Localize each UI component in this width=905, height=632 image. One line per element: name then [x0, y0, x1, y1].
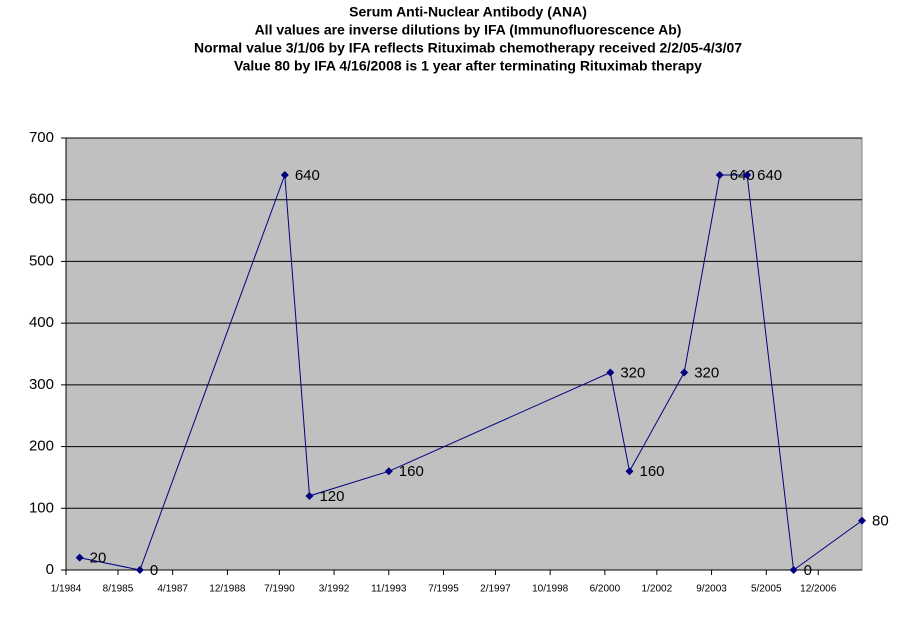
y-tick-label: 700: [29, 129, 54, 146]
x-tick-label: 12/1988: [209, 584, 246, 595]
chart-title: Serum Anti-Nuclear Antibody (ANA): [349, 4, 587, 20]
data-label: 0: [804, 562, 812, 579]
x-tick-label: 4/1987: [157, 584, 188, 595]
chart-title: All values are inverse dilutions by IFA …: [255, 22, 682, 38]
y-tick-label: 300: [29, 376, 54, 393]
y-tick-label: 500: [29, 252, 54, 269]
data-label: 80: [872, 513, 889, 530]
y-tick-label: 600: [29, 191, 54, 208]
data-label: 640: [757, 167, 782, 184]
x-tick-label: 7/1995: [428, 584, 459, 595]
plot-area: [65, 137, 863, 571]
data-label: 120: [319, 488, 344, 505]
data-point: [384, 467, 393, 476]
x-tick-label: 6/2000: [590, 584, 621, 595]
data-label: 160: [399, 463, 424, 480]
data-line: [79, 174, 863, 571]
x-tick-label: 1/1984: [51, 584, 82, 595]
data-point: [743, 171, 752, 180]
data-label: 320: [694, 364, 719, 381]
data-point: [280, 171, 289, 180]
data-label: 0: [150, 562, 158, 579]
data-point: [715, 171, 724, 180]
data-label: 160: [639, 463, 664, 480]
y-tick-label: 400: [29, 314, 54, 331]
x-tick-label: 5/2005: [751, 584, 782, 595]
x-tick-label: 7/1990: [264, 584, 295, 595]
data-point: [789, 566, 798, 574]
y-tick-label: 200: [29, 438, 54, 455]
y-tick-label: 100: [29, 499, 54, 516]
data-point: [606, 368, 615, 377]
data-point: [135, 566, 144, 574]
x-tick-label: 11/1993: [371, 584, 407, 595]
chart-title: Value 80 by IFA 4/16/2008 is 1 year afte…: [234, 58, 702, 74]
y-tick-label: 0: [46, 561, 54, 578]
x-tick-label: 12/2006: [800, 584, 837, 595]
chart-title: Normal value 3/1/06 by IFA reflects Ritu…: [194, 40, 742, 56]
x-tick-label: 9/2003: [696, 584, 727, 595]
data-label: 320: [620, 364, 645, 381]
x-tick-label: 8/1985: [103, 584, 134, 595]
data-label: 640: [295, 167, 320, 184]
data-label: 640: [730, 167, 755, 184]
data-point: [680, 368, 689, 377]
x-tick-label: 1/2002: [642, 584, 673, 595]
data-point: [305, 491, 314, 500]
data-point: [858, 516, 866, 525]
data-point: [625, 467, 634, 476]
data-label: 20: [90, 550, 107, 567]
x-tick-label: 3/1992: [319, 584, 350, 595]
x-tick-label: 2/1997: [480, 584, 511, 595]
x-tick-label: 10/1998: [532, 584, 569, 595]
data-point: [75, 553, 84, 562]
